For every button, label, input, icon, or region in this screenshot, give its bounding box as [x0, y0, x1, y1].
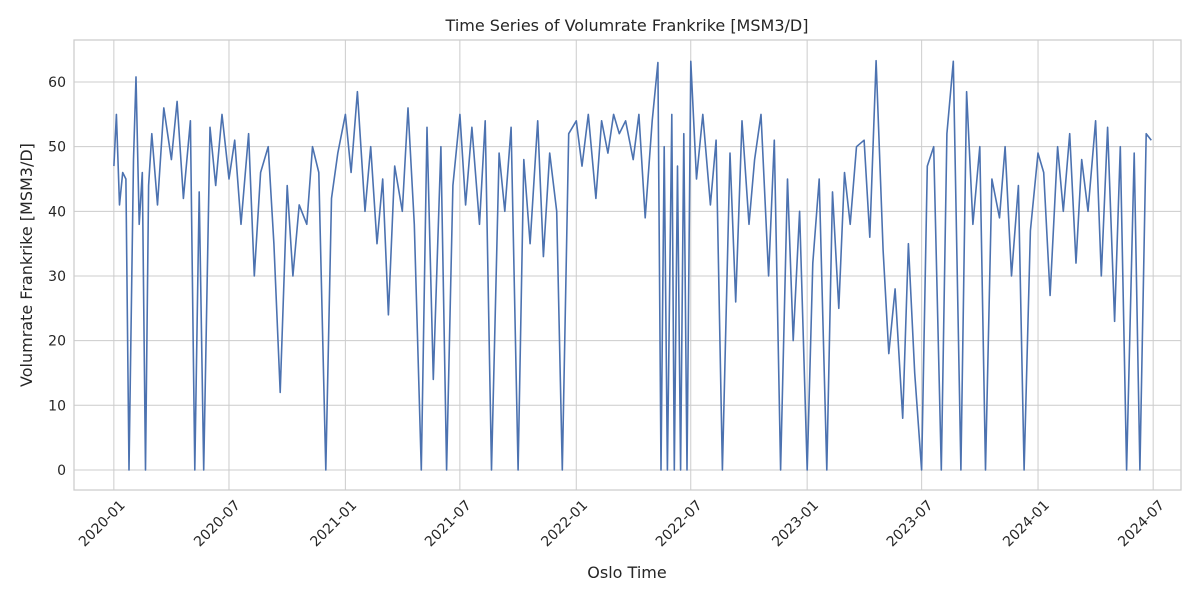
x-tick-label: 2022-07	[653, 498, 706, 551]
y-tick-label: 30	[48, 269, 66, 285]
y-axis-label: Volumrate Frankrike [MSM3/D]	[17, 143, 36, 387]
y-tick-label: 50	[48, 140, 66, 156]
x-tick-label: 2021-01	[308, 498, 361, 551]
y-tick-label: 40	[48, 204, 66, 220]
y-tick-label: 0	[57, 463, 66, 479]
x-tick-label: 2021-07	[422, 498, 475, 551]
x-axis-ticks: 2020-01 2020-07 2021-01 2021-07 2022-01 2022-…	[76, 498, 1168, 551]
y-tick-label: 10	[48, 398, 66, 414]
x-tick-label: 2022-01	[538, 498, 591, 551]
y-axis-ticks: 0 10 20 30 40 50 60	[48, 75, 66, 479]
x-tick-label: 2023-01	[769, 498, 822, 551]
x-tick-label: 2024-01	[1000, 498, 1053, 551]
series-line-volumrate	[113, 59, 1152, 471]
x-tick-label: 2023-07	[884, 498, 937, 551]
plot-frame	[73, 39, 1182, 491]
y-tick-label: 60	[48, 75, 66, 91]
x-tick-label: 2020-01	[76, 498, 129, 551]
chart-title: Time Series of Volumrate Frankrike [MSM3…	[445, 16, 809, 35]
x-axis-label: Oslo Time	[587, 563, 666, 582]
x-tick-label: 2020-07	[191, 498, 244, 551]
x-tick-label: 2024-07	[1115, 498, 1168, 551]
grid	[74, 40, 1181, 490]
y-tick-label: 20	[48, 334, 66, 350]
